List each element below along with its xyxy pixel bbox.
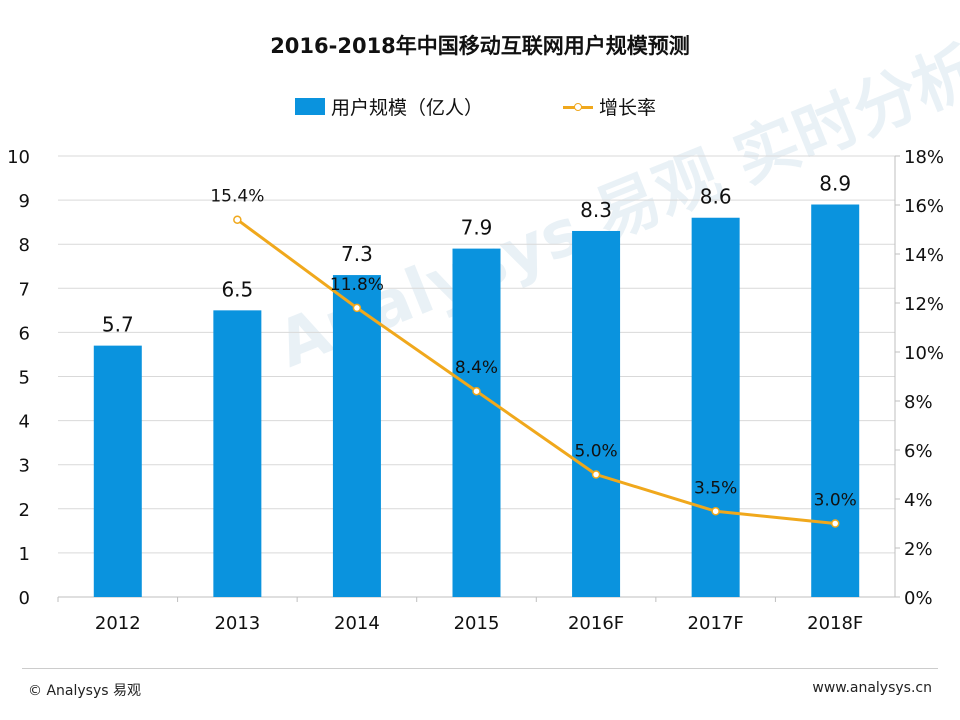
footer-website: www.analysys.cn <box>812 680 932 696</box>
y-left-tick-label: 5 <box>19 368 30 389</box>
legend-swatch-line <box>563 101 593 113</box>
legend-item-users: 用户规模（亿人） <box>295 93 483 120</box>
bar-value-label: 5.7 <box>102 313 134 337</box>
x-tick-label: 2013 <box>214 613 260 634</box>
bar <box>332 275 381 597</box>
bar <box>691 217 740 598</box>
y-left-tick-label: 10 <box>7 147 30 168</box>
footer-divider <box>22 668 938 669</box>
y-right-tick-label: 4% <box>904 490 933 511</box>
y-left-tick-label: 7 <box>19 279 30 300</box>
x-tick-label: 2018F <box>807 613 863 634</box>
legend-label-users: 用户规模（亿人） <box>331 97 484 119</box>
y-left-tick-label: 6 <box>19 323 30 344</box>
x-tick-label: 2017F <box>688 613 744 634</box>
growth-value-label: 3.0% <box>814 491 857 511</box>
y-right-tick-label: 2% <box>904 539 933 560</box>
x-tick-label: 2014 <box>334 613 380 634</box>
legend-item-growth: 增长率 <box>563 93 656 120</box>
y-right-tick-label: 16% <box>904 196 944 217</box>
y-left-tick-label: 0 <box>19 588 30 609</box>
y-left-tick-label: 2 <box>19 500 30 521</box>
growth-line <box>236 218 836 525</box>
bar-value-label: 8.9 <box>819 172 851 196</box>
footer-copyright: © Analysys 易观 <box>28 683 141 699</box>
y-right-tick-label: 8% <box>904 392 933 413</box>
y-left-tick-label: 1 <box>19 544 30 565</box>
chart-title: 2016-2018年中国移动互联网用户规模预测 <box>270 34 690 58</box>
growth-point <box>591 470 601 479</box>
bar <box>452 248 501 598</box>
growth-point <box>352 303 362 313</box>
bar-value-label: 8.6 <box>700 185 732 209</box>
y-right-tick-label: 14% <box>904 245 944 266</box>
x-tick-label: 2012 <box>95 613 141 634</box>
bar <box>213 310 262 597</box>
y-left-tick-label: 9 <box>19 191 30 212</box>
x-tick-label: 2016F <box>568 613 624 634</box>
bar-value-label: 7.3 <box>341 242 373 266</box>
growth-value-label: 3.5% <box>694 478 737 498</box>
bar-value-label: 7.9 <box>461 216 493 240</box>
bar <box>572 230 621 597</box>
growth-point <box>830 519 840 528</box>
growth-value-label: 15.4% <box>210 187 264 207</box>
growth-value-label: 11.8% <box>330 275 384 295</box>
bar <box>93 345 142 597</box>
growth-point <box>472 386 481 396</box>
legend-label-growth: 增长率 <box>599 97 657 119</box>
y-right-tick-label: 0% <box>904 588 933 609</box>
y-right-tick-label: 6% <box>904 441 933 462</box>
y-left-tick-label: 4 <box>19 412 30 433</box>
bar <box>811 204 860 597</box>
growth-value-label: 5.0% <box>574 442 617 462</box>
growth-value-label: 8.4% <box>455 358 498 378</box>
growth-point <box>233 215 242 224</box>
y-right-tick-label: 18% <box>904 147 944 168</box>
legend-swatch-bar <box>295 98 325 115</box>
y-left-tick-label: 3 <box>19 456 30 477</box>
bar-value-label: 6.5 <box>221 277 253 301</box>
x-tick-label: 2015 <box>454 613 500 634</box>
y-right-tick-label: 10% <box>904 343 944 364</box>
bar-value-label: 8.3 <box>580 198 612 222</box>
y-left-tick-label: 8 <box>19 235 30 256</box>
legend: 用户规模（亿人） 增长率 <box>0 93 960 119</box>
growth-point <box>711 507 720 516</box>
y-right-tick-label: 12% <box>904 294 944 315</box>
